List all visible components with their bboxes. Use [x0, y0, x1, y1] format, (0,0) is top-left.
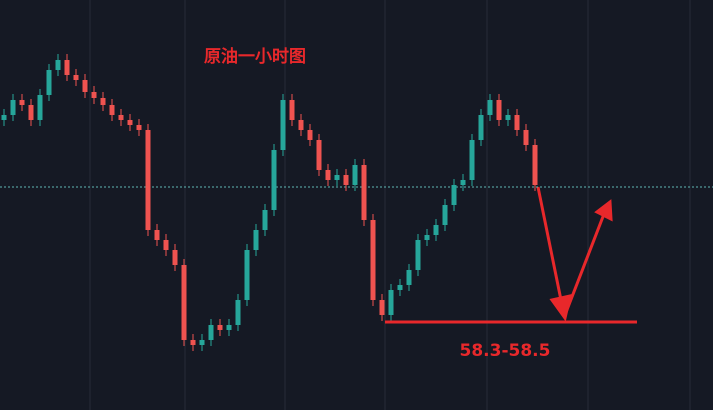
candle-body — [226, 325, 232, 330]
candle-body — [136, 125, 142, 130]
candle-body — [19, 100, 25, 105]
support-label: 58.3-58.5 — [460, 341, 551, 361]
arrow-down — [536, 186, 564, 306]
candle-body — [46, 70, 52, 95]
candle-body — [100, 98, 106, 105]
candle-body — [28, 105, 34, 120]
candle-body — [496, 100, 502, 120]
candle-body — [325, 170, 331, 180]
candle-body — [451, 185, 457, 205]
candle-body — [388, 290, 394, 315]
forecast-arrow — [536, 186, 613, 322]
candle-body — [91, 92, 97, 98]
candle-body — [172, 250, 178, 265]
candle-body — [406, 270, 412, 285]
candle-body — [460, 180, 466, 185]
candle-body — [361, 165, 367, 220]
candle-body — [343, 175, 349, 185]
candle-body — [379, 300, 385, 315]
candle-body — [244, 250, 250, 300]
candle-body — [352, 165, 358, 185]
candle-body — [73, 75, 79, 80]
candle-body — [523, 130, 529, 145]
candle-body — [532, 145, 538, 185]
candle-body — [199, 340, 205, 345]
candle-body — [217, 325, 223, 330]
candle-body — [127, 120, 133, 125]
candle-body — [208, 325, 214, 340]
vertical-grid — [89, 0, 691, 410]
candle-body — [190, 340, 196, 345]
candle-body — [433, 225, 439, 235]
candle-body — [505, 115, 511, 120]
candle-body — [109, 105, 115, 115]
candle-body — [1, 115, 7, 120]
candle-body — [37, 95, 43, 120]
candle-body — [82, 80, 88, 92]
candle-body — [316, 140, 322, 170]
candle-body — [298, 120, 304, 130]
candle-body — [154, 230, 160, 240]
candle-body — [307, 130, 313, 140]
candle-body — [415, 240, 421, 270]
chart-title: 原油一小时图 — [204, 46, 306, 67]
candle-body — [262, 210, 268, 230]
candle-body — [478, 115, 484, 140]
candle-body — [55, 60, 61, 70]
candle-body — [514, 115, 520, 130]
candle-body — [118, 115, 124, 120]
candle-body — [145, 130, 151, 230]
candle-body — [370, 220, 376, 300]
candle-body — [253, 230, 259, 250]
candle-body — [10, 100, 16, 115]
candle-body — [334, 175, 340, 180]
candle-body — [280, 100, 286, 150]
arrow-head — [594, 199, 613, 222]
candle-body — [397, 285, 403, 290]
candle-body — [469, 140, 475, 180]
candle-body — [64, 60, 70, 75]
candle-body — [487, 100, 493, 115]
candle-body — [424, 235, 430, 240]
arrow-up — [563, 213, 606, 316]
candle-body — [442, 205, 448, 225]
candle-body — [271, 150, 277, 210]
candle-body — [289, 100, 295, 120]
candle-body — [181, 265, 187, 340]
candle-body — [163, 240, 169, 250]
candle-body — [235, 300, 241, 325]
